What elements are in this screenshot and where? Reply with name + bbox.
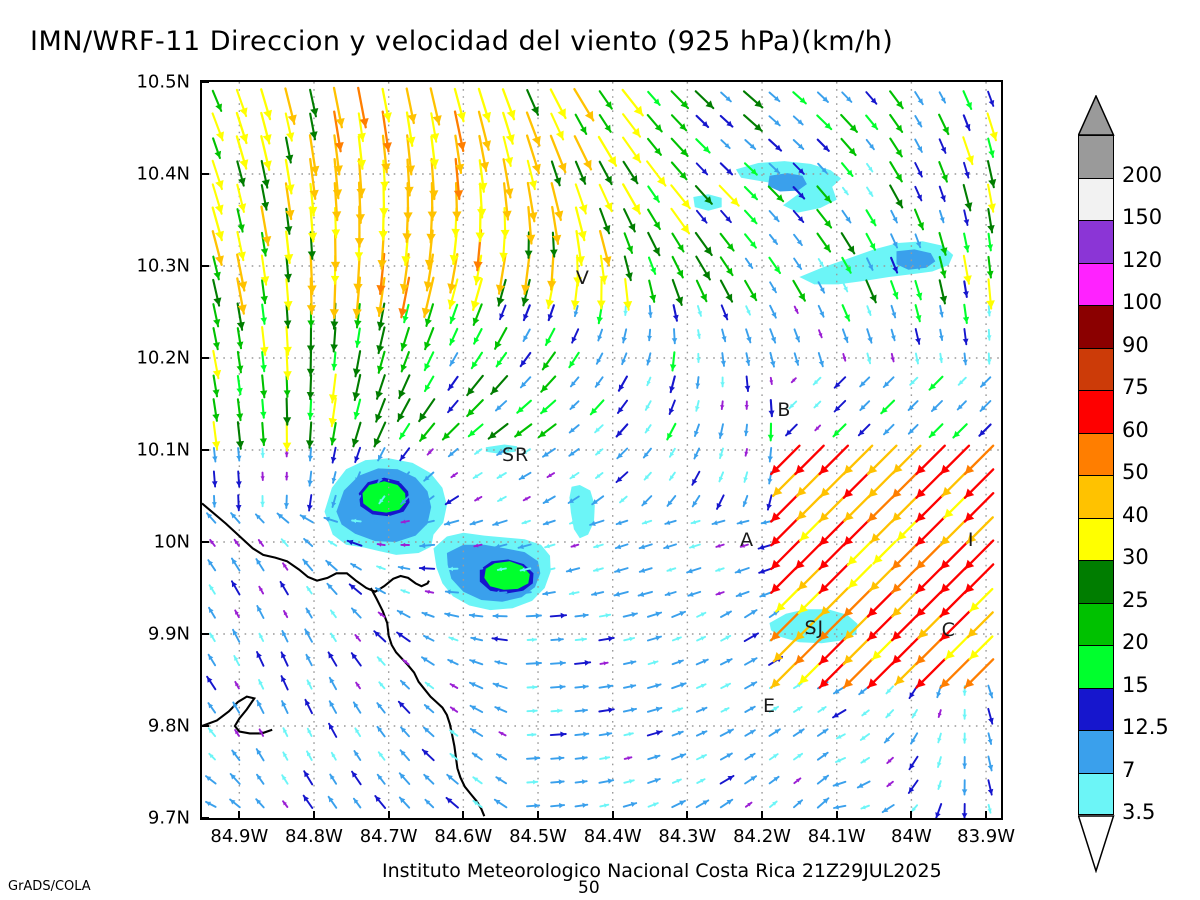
x-tick-mark <box>835 811 838 820</box>
colorbar-cell[interactable] <box>1078 560 1114 603</box>
y-axis-label: 9.9N <box>147 623 190 645</box>
city-label-sj: SJ <box>804 617 825 640</box>
y-tick-mark <box>200 541 209 543</box>
x-axis-label: 84.5W <box>509 826 567 847</box>
colorbar-cell[interactable] <box>1078 475 1114 518</box>
x-tick-mark <box>387 811 390 820</box>
city-label-a: A <box>740 529 755 552</box>
colorbar-cell[interactable] <box>1078 687 1114 730</box>
page-title: IMN/WRF-11 Direccion y velocidad del vie… <box>30 26 894 57</box>
footer-institution: Instituto Meteorologico Nacional Costa R… <box>382 860 942 882</box>
y-tick-mark <box>200 633 209 635</box>
y-tick-mark <box>200 357 209 359</box>
colorbar-tick-label: 20 <box>1122 630 1149 655</box>
x-tick-mark <box>910 811 913 820</box>
x-tick-mark <box>462 811 465 820</box>
x-tick-mark <box>686 811 689 820</box>
colorbar-cell[interactable] <box>1078 517 1114 560</box>
colorbar-tick-label: 60 <box>1122 417 1149 442</box>
colorbar-cell[interactable] <box>1078 645 1114 688</box>
x-axis-label: 84.7W <box>359 826 418 847</box>
colorbar-tick-label: 3.5 <box>1122 800 1156 825</box>
y-axis-label: 9.7N <box>147 807 190 829</box>
y-axis-label: 10.2N <box>136 347 190 369</box>
colorbar-cell[interactable] <box>1078 432 1114 475</box>
wind-vector-field <box>205 86 998 818</box>
city-label-sr: SR <box>501 443 530 466</box>
colorbar-cell[interactable] <box>1078 347 1114 390</box>
footer-forecast-number: 50 <box>578 878 600 898</box>
y-axis-label: 10.4N <box>136 163 190 185</box>
x-tick-mark <box>238 811 241 820</box>
colorbar-cell[interactable] <box>1078 177 1114 220</box>
city-label-i: I <box>967 529 975 552</box>
colorbar-tick-label: 30 <box>1122 545 1149 570</box>
colorbar-cell[interactable] <box>1078 135 1114 178</box>
colorbar-tick-label: 120 <box>1122 247 1163 272</box>
x-axis-label: 84.1W <box>807 826 866 847</box>
colorbar-tick-label: 150 <box>1122 205 1163 230</box>
map-plot-area[interactable]: V SR B A I SJ C E <box>200 80 1003 820</box>
y-tick-mark <box>200 265 209 267</box>
y-tick-mark <box>200 173 209 175</box>
x-axis-label: 84.9W <box>210 826 269 847</box>
colorbar-cell[interactable] <box>1078 390 1114 433</box>
x-axis-label: 83.9W <box>957 826 1016 847</box>
colorbar-tick-label: 200 <box>1122 162 1163 187</box>
colorbar-tick-label: 100 <box>1122 290 1163 315</box>
wind-map-svg <box>202 82 1001 818</box>
y-tick-mark <box>200 81 209 83</box>
y-axis-label: 10.5N <box>136 71 190 93</box>
colorbar-cell[interactable] <box>1078 305 1114 348</box>
y-tick-mark <box>200 449 209 451</box>
colorbar-tick-label: 50 <box>1122 460 1149 485</box>
x-tick-mark <box>985 811 988 820</box>
x-tick-mark <box>537 811 540 820</box>
x-axis-label: 84W <box>891 826 932 847</box>
y-axis-label: 10.1N <box>136 439 190 461</box>
colorbar-over-arrow <box>1078 95 1115 136</box>
colorbar-tick-label: 7 <box>1122 757 1136 782</box>
y-tick-mark <box>200 725 209 727</box>
city-label-b: B <box>777 398 792 421</box>
footer-grads-credit: GrADS/COLA <box>8 879 91 894</box>
x-axis-label: 84.4W <box>583 826 642 847</box>
colorbar-tick-label: 15 <box>1122 672 1149 697</box>
y-tick-mark <box>200 817 209 819</box>
city-label-e: E <box>762 694 777 717</box>
city-label-c: C <box>941 619 956 642</box>
colorbar-cell[interactable] <box>1078 730 1114 773</box>
x-axis-label: 84.8W <box>285 826 343 847</box>
colorbar-cell[interactable] <box>1078 220 1114 263</box>
x-axis-label: 84.3W <box>658 826 717 847</box>
y-axis-label: 10.3N <box>136 255 190 277</box>
x-axis-label: 84.6W <box>434 826 493 847</box>
x-tick-mark <box>761 811 764 820</box>
colorbar-cell[interactable] <box>1078 262 1114 305</box>
colorbar-tick-label: 40 <box>1122 502 1149 527</box>
colorbar-tick-label: 25 <box>1122 587 1149 612</box>
y-axis-label: 9.8N <box>147 715 190 737</box>
colorbar-tick-label: 12.5 <box>1122 715 1169 740</box>
colorbar-under-arrow <box>1078 815 1115 873</box>
x-tick-mark <box>313 811 315 820</box>
x-tick-mark <box>611 811 614 820</box>
x-axis-label: 84.2W <box>733 826 791 847</box>
colorbar-cell[interactable] <box>1078 602 1114 645</box>
colorbar-tick-label: 90 <box>1122 332 1149 357</box>
colorbar-cell[interactable] <box>1078 772 1114 815</box>
y-axis-label: 10N <box>153 531 190 553</box>
city-label-v: V <box>575 266 590 289</box>
colorbar-tick-label: 75 <box>1122 375 1149 400</box>
